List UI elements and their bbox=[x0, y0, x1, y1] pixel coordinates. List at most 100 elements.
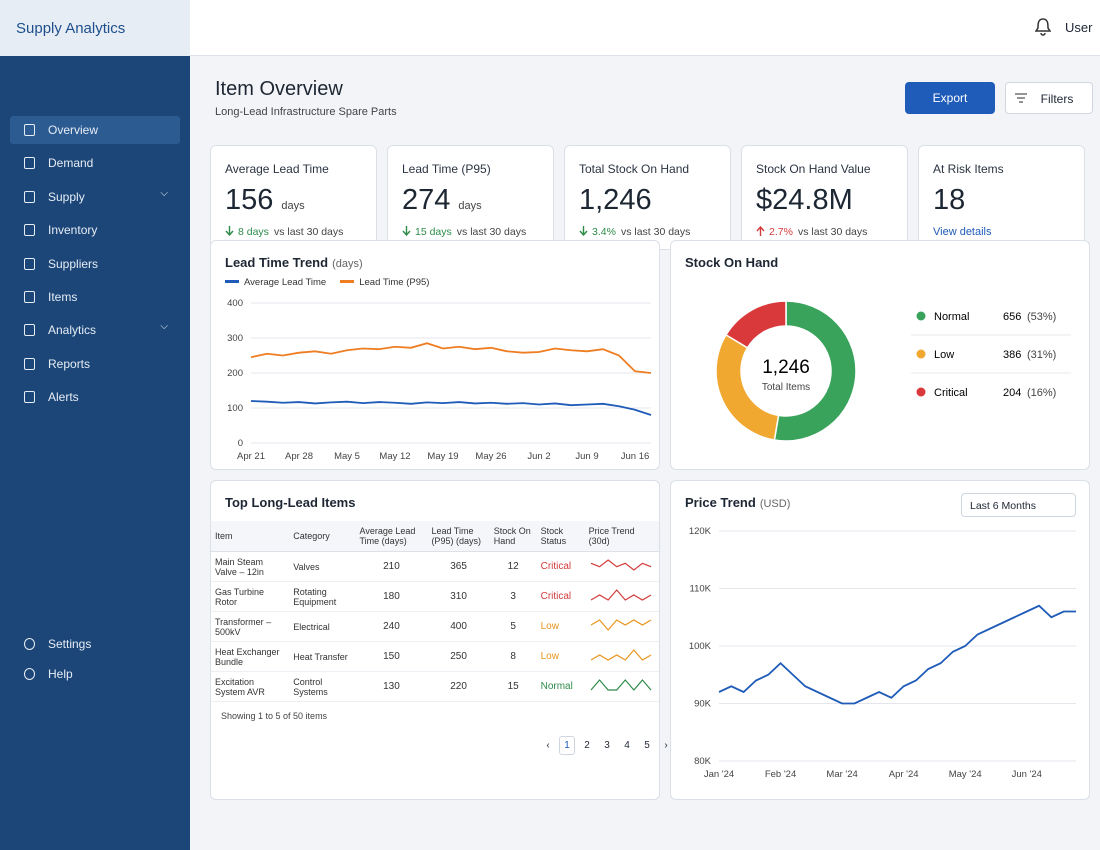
bell-icon[interactable] bbox=[1035, 18, 1051, 36]
nav-item[interactable]: Reports bbox=[10, 350, 180, 378]
range-select[interactable]: Last 6 Months bbox=[961, 493, 1076, 517]
kpi-label: At Risk Items bbox=[933, 162, 1004, 176]
user[interactable]: User bbox=[1065, 20, 1093, 35]
y-tick-label: 100K bbox=[689, 641, 712, 652]
kpi-label: Average Lead Time bbox=[225, 162, 329, 176]
status-cell: Critical bbox=[536, 581, 585, 612]
kpi-delta: 8 days vs last 30 days bbox=[225, 226, 343, 238]
header-cell: Category bbox=[289, 521, 356, 552]
item-cell: Gas Turbine Rotor bbox=[211, 581, 290, 612]
next-page[interactable]: › bbox=[664, 740, 668, 751]
chart-title: Price Trend bbox=[685, 495, 756, 510]
trend-arrow bbox=[225, 226, 234, 237]
kpi-card: Stock On Hand Value $24.8M 2.7% vs last 30 … bbox=[741, 145, 908, 250]
stock-cell: 5 bbox=[489, 611, 537, 642]
x-tick-label: Feb '24 bbox=[765, 769, 796, 780]
nav-item[interactable]: Suppliers bbox=[10, 250, 180, 278]
sparkline bbox=[590, 619, 651, 631]
page-button[interactable]: 1 bbox=[559, 736, 575, 755]
table-row[interactable]: Gas Turbine Rotor Rotating Equipment 180 31… bbox=[211, 581, 659, 612]
delta-value: 15 days bbox=[415, 226, 452, 238]
legend-value: 656 bbox=[1003, 311, 1021, 323]
kpi-value: 18 bbox=[933, 184, 965, 217]
nav-item[interactable]: Items bbox=[10, 283, 180, 311]
legend-value: 386 bbox=[1003, 349, 1021, 361]
kpi-label: Total Stock On Hand bbox=[579, 162, 690, 176]
x-tick-label: Jun 2 bbox=[527, 451, 550, 462]
sparkline bbox=[590, 679, 652, 691]
nav-item[interactable]: Inventory bbox=[10, 216, 180, 244]
header: User bbox=[190, 0, 1100, 56]
pagination: ‹ 1 2 3 4 5 › bbox=[541, 736, 673, 755]
x-tick-label: Apr 28 bbox=[285, 451, 313, 462]
nav-icon bbox=[24, 157, 35, 170]
kpi-value: 274 days bbox=[402, 184, 482, 217]
chart-title: Lead Time Trend bbox=[225, 255, 329, 270]
kpi-delta: 3.4% vs last 30 days bbox=[579, 226, 690, 238]
y-tick-label: 200 bbox=[227, 368, 243, 379]
legend-swatch bbox=[340, 280, 355, 283]
sparkline-line bbox=[590, 559, 651, 571]
sparkline-line bbox=[590, 619, 651, 631]
legend-label: Critical bbox=[934, 387, 968, 399]
trend-cell bbox=[584, 611, 659, 642]
donut-slice bbox=[773, 300, 857, 442]
x-tick-label: Jun '24 bbox=[1012, 769, 1042, 780]
trend-arrow bbox=[402, 226, 411, 237]
nav-item[interactable]: Analytics ⌵ bbox=[10, 316, 180, 344]
y-tick-label: 100 bbox=[227, 403, 243, 414]
nav-item[interactable]: Help bbox=[10, 660, 180, 688]
y-tick-label: 110K bbox=[690, 584, 712, 595]
legend-label: Normal bbox=[934, 311, 969, 323]
x-tick-label: Jun 16 bbox=[621, 451, 650, 462]
nav-icon bbox=[24, 257, 35, 270]
table-row[interactable]: Heat Exchanger Bundle Heat Transfer 150 250… bbox=[211, 641, 659, 672]
y-tick-label: 400 bbox=[227, 298, 243, 309]
nav-item[interactable]: Demand bbox=[10, 149, 180, 177]
nav-item[interactable]: Alerts bbox=[10, 383, 180, 411]
kpi-link[interactable]: View details bbox=[933, 226, 992, 238]
header-cell: Stock On Hand bbox=[489, 521, 537, 552]
kpi-unit: days bbox=[458, 200, 482, 212]
page-button[interactable]: 4 bbox=[624, 740, 630, 751]
nav-item[interactable]: Overview bbox=[10, 116, 180, 144]
chart-title: Stock On Hand bbox=[685, 255, 779, 270]
nav-item[interactable]: Settings bbox=[10, 630, 180, 658]
table-row[interactable]: Excitation System AVR Control Systems 130 2… bbox=[211, 671, 659, 702]
center-value: 1,246 bbox=[762, 357, 810, 378]
chart-unit: (USD) bbox=[759, 498, 791, 510]
category-cell: Electrical bbox=[289, 611, 356, 642]
sparkline-line bbox=[590, 589, 651, 601]
items-table: Item Category Average Lead Time (days) Lead… bbox=[211, 521, 659, 702]
nav-label: Settings bbox=[48, 637, 92, 651]
page-button[interactable]: 2 bbox=[584, 740, 590, 751]
x-tick-label: May 26 bbox=[475, 451, 506, 462]
stock-card: Stock On Hand Normal 656 (53%) Low 386 (31%) C… bbox=[670, 240, 1090, 470]
line-chart: 80K 90K 100K 110K 120K Jan '24 Feb '24 Mar '24 A… bbox=[689, 526, 1076, 780]
nav-item[interactable]: Supply ⌵ bbox=[10, 183, 180, 211]
export-button[interactable]: Export bbox=[905, 82, 995, 114]
nav-label: Items bbox=[48, 290, 78, 304]
table-row[interactable]: Transformer – 500kV Electrical 240 400 5 Low bbox=[211, 611, 659, 642]
table-row[interactable]: Main Steam Valve – 12in Valves 210 365 12 Cri… bbox=[211, 551, 659, 582]
item-cell: Transformer – 500kV bbox=[211, 611, 290, 642]
item-cell: Heat Exchanger Bundle bbox=[211, 641, 290, 672]
prev-page[interactable]: ‹ bbox=[546, 740, 550, 751]
page-title: Item Overview bbox=[215, 78, 343, 100]
trend-cell bbox=[584, 641, 659, 672]
nav-icon bbox=[24, 638, 35, 650]
category-cell: Rotating Equipment bbox=[289, 581, 356, 612]
y-tick-label: 90K bbox=[694, 699, 712, 710]
item-cell: Main Steam Valve – 12in bbox=[211, 551, 290, 582]
legend: Average Lead Time Lead Time (P95) bbox=[225, 277, 429, 288]
legend-label: Average Lead Time bbox=[244, 277, 327, 288]
page-button[interactable]: 5 bbox=[644, 740, 650, 751]
x-tick-label: Jun 9 bbox=[575, 451, 598, 462]
chart-unit: (days) bbox=[332, 258, 363, 270]
nav-label: Inventory bbox=[48, 223, 98, 238]
legend-dot bbox=[916, 387, 926, 397]
nav-icon bbox=[24, 391, 35, 404]
y-tick-label: 300 bbox=[227, 333, 243, 344]
page-button[interactable]: 3 bbox=[604, 740, 610, 751]
